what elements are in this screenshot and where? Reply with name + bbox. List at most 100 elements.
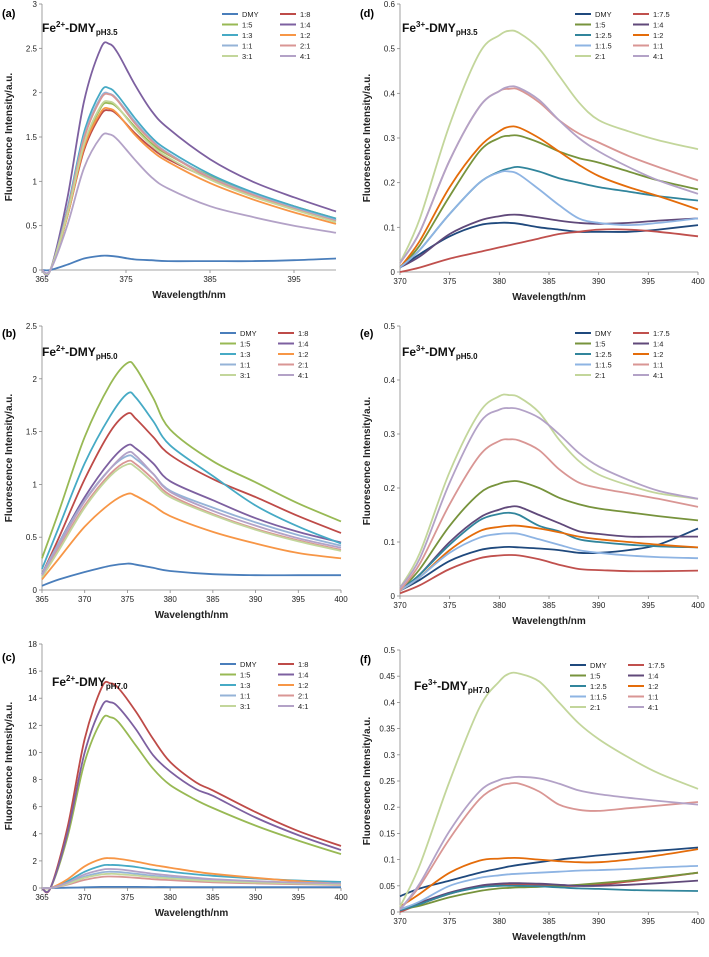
legend-label: 1:1 bbox=[242, 42, 252, 51]
x-tick-label: 385 bbox=[206, 595, 220, 604]
chart-title-part: -DMY bbox=[75, 675, 106, 689]
legend: DMY 1:8 1:5 1:4 1:3 1:2 1:1 2:1 3:1 4:1 bbox=[220, 660, 308, 711]
x-tick-label: 390 bbox=[592, 917, 606, 926]
legend-label: 1:3 bbox=[242, 31, 252, 40]
y-tick-label: 0.1 bbox=[384, 223, 396, 232]
legend-label: 2:1 bbox=[595, 52, 605, 61]
legend-label: DMY bbox=[240, 329, 257, 338]
legend: DMY 1:7.5 1:5 1:4 1:2.5 1:2 1:1.5 1:1 2:1 4:1 bbox=[570, 661, 665, 712]
y-tick-label: 0.2 bbox=[384, 179, 396, 188]
y-tick-label: 0.25 bbox=[379, 777, 395, 786]
x-axis-label: Wavelength/nm bbox=[152, 290, 226, 301]
legend-label: 1:2 bbox=[653, 31, 663, 40]
y-tick-label: 1.5 bbox=[26, 428, 38, 437]
y-axis-label: Fluorescence Intensity/a.u. bbox=[4, 394, 15, 523]
series-line-3-1 bbox=[41, 462, 342, 578]
x-tick-label: 375 bbox=[119, 275, 133, 284]
chart-panel-b: (b) 0 0.5 1 1.5 2 2.5 365 370 375 380 385 390 395 400 W… bbox=[2, 322, 348, 621]
series-line-1-1 bbox=[399, 438, 699, 592]
series-line-1-5 bbox=[41, 360, 342, 559]
y-tick-label: 0.4 bbox=[384, 698, 396, 707]
y-axis-label: Fluorescence Intensity/a.u. bbox=[362, 717, 373, 846]
x-tick-label: 380 bbox=[493, 277, 507, 286]
series-line-3-1 bbox=[41, 100, 337, 275]
y-tick-label: 0.45 bbox=[379, 672, 395, 681]
legend-label: 2:1 bbox=[595, 371, 605, 380]
legend: DMY 1:7.5 1:5 1:4 1:2.5 1:2 1:1.5 1:1 2:1 4:1 bbox=[575, 329, 670, 380]
x-tick-label: 370 bbox=[78, 893, 92, 902]
x-axis-label: Wavelength/nm bbox=[512, 616, 586, 627]
y-tick-label: 0.35 bbox=[379, 725, 395, 734]
chart-panel-e: (e) 0 0.1 0.2 0.3 0.4 0.5 370 375 380 385 390 395 400… bbox=[360, 322, 705, 627]
legend-label: 1:7.5 bbox=[653, 10, 670, 19]
y-tick-label: 8 bbox=[33, 776, 38, 785]
chart-title-part: -DMY bbox=[425, 345, 456, 359]
series-line-1-4 bbox=[41, 443, 342, 575]
y-tick-label: 0 bbox=[33, 266, 38, 275]
chart-title-part: 3+ bbox=[428, 678, 437, 687]
legend-label: 1:2 bbox=[653, 350, 663, 359]
series-line-1-2-5 bbox=[399, 884, 699, 912]
y-tick-label: 2.5 bbox=[26, 322, 38, 331]
chart-title: Fe3+-DMYpH3.5 bbox=[402, 20, 478, 37]
x-tick-label: 370 bbox=[393, 917, 407, 926]
x-tick-label: 365 bbox=[35, 893, 49, 902]
series-line-DMY bbox=[399, 846, 699, 898]
x-tick-label: 395 bbox=[642, 277, 656, 286]
x-tick-label: 375 bbox=[121, 595, 135, 604]
panel-label: (a) bbox=[2, 8, 16, 20]
y-tick-label: 0.3 bbox=[384, 430, 396, 439]
x-tick-label: 375 bbox=[443, 277, 457, 286]
legend-label: 1:1 bbox=[653, 361, 663, 370]
series-line-4-1 bbox=[399, 775, 699, 910]
y-tick-label: 0.05 bbox=[379, 882, 395, 891]
x-tick-label: 375 bbox=[121, 893, 135, 902]
x-tick-label: 395 bbox=[292, 893, 306, 902]
series-line-1-1-5 bbox=[399, 532, 699, 592]
legend-label: 1:5 bbox=[590, 672, 600, 681]
y-tick-label: 2 bbox=[33, 375, 38, 384]
legend-label: 1:4 bbox=[648, 672, 658, 681]
chart-title-part: -DMY bbox=[425, 21, 456, 35]
series-line-1-8 bbox=[41, 680, 342, 894]
legend-label: 1:3 bbox=[240, 681, 250, 690]
x-tick-label: 380 bbox=[493, 601, 507, 610]
x-tick-label: 380 bbox=[163, 595, 177, 604]
legend-label: 1:4 bbox=[298, 671, 308, 680]
series-line-1-2 bbox=[41, 492, 342, 580]
x-tick-label: 380 bbox=[493, 917, 507, 926]
chart-title-part: Fe bbox=[42, 21, 56, 35]
series-line-3-1 bbox=[41, 872, 342, 890]
x-axis-label: Wavelength/nm bbox=[155, 908, 229, 919]
panel-label: (d) bbox=[360, 8, 374, 20]
series-line-1-3 bbox=[41, 86, 337, 276]
chart-panel-d: (d) 0 0.1 0.2 0.3 0.4 0.5 0.6 370 375 380 385 390 395… bbox=[360, 0, 705, 303]
legend-label: 1:1 bbox=[240, 361, 250, 370]
chart-title-part: pH3.5 bbox=[96, 28, 118, 37]
legend-label: 1:2 bbox=[298, 350, 308, 359]
legend-label: 1:7.5 bbox=[653, 329, 670, 338]
chart-title-part: pH7.0 bbox=[468, 686, 490, 695]
x-tick-label: 385 bbox=[203, 275, 217, 284]
legend: DMY 1:8 1:5 1:4 1:3 1:2 1:1 2:1 3:1 4:1 bbox=[222, 10, 310, 61]
legend-label: DMY bbox=[590, 661, 607, 670]
y-tick-label: 14 bbox=[28, 694, 37, 703]
chart-title: Fe3+-DMYpH5.0 bbox=[402, 344, 478, 361]
y-tick-label: 1 bbox=[33, 480, 38, 489]
panel-label: (f) bbox=[360, 654, 371, 666]
legend-label: 1:8 bbox=[298, 660, 308, 669]
series-line-1-3 bbox=[41, 391, 342, 570]
x-tick-label: 400 bbox=[334, 595, 348, 604]
y-tick-label: 0.5 bbox=[384, 322, 396, 331]
x-tick-label: 370 bbox=[78, 595, 92, 604]
series-line-1-2 bbox=[399, 848, 699, 908]
x-tick-label: 400 bbox=[691, 917, 705, 926]
legend-label: 4:1 bbox=[300, 52, 310, 61]
x-axis-label: Wavelength/nm bbox=[512, 292, 586, 303]
series-line-1-2-5 bbox=[399, 165, 699, 269]
y-tick-label: 0.4 bbox=[384, 89, 396, 98]
chart-title-part: 3+ bbox=[416, 20, 425, 29]
legend-label: 1:3 bbox=[240, 350, 250, 359]
panel-label: (e) bbox=[360, 328, 374, 340]
